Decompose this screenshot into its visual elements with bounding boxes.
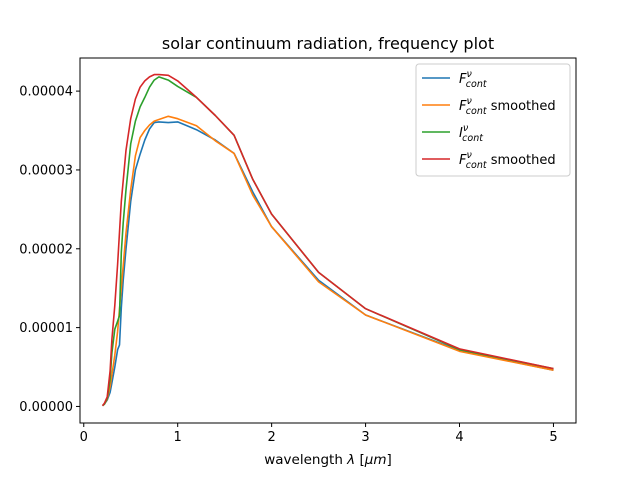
x-tick-label: 3	[361, 430, 369, 445]
x-tick-label: 2	[267, 430, 275, 445]
legend-label: Fν cont smoothed	[459, 150, 556, 171]
x-axis: 0 1 2 3 4 5	[80, 423, 558, 445]
series-line-1	[101, 121, 554, 407]
series-lines	[101, 73, 554, 407]
y-tick-label: 0.00002	[19, 242, 73, 257]
x-tick-label: 1	[174, 430, 182, 445]
series-line-2	[101, 115, 554, 407]
legend: Fν cont Fν cont smoothed Iν cont Fν cont smooth…	[415, 63, 571, 177]
legend-label: Iν cont	[459, 123, 484, 144]
plot-area-frame	[79, 57, 577, 424]
y-tick-label: 0.00001	[19, 321, 73, 336]
x-tick-label: 0	[80, 430, 88, 445]
x-tick-label: 4	[455, 430, 463, 445]
x-axis-label: wavelength λ [μm]	[264, 452, 392, 468]
legend-label: Fν cont smoothed	[459, 96, 556, 117]
y-axis: 0.00000 0.00001 0.00002 0.00003 0.00004	[19, 85, 80, 415]
y-tick-label: 0.00000	[19, 400, 73, 415]
y-tick-label: 0.00004	[19, 85, 73, 100]
legend-label: Fν cont	[459, 69, 488, 90]
chart-title: solar continuum radiation, frequency plo…	[162, 34, 494, 53]
series-line-4	[101, 73, 554, 407]
legend-box	[415, 63, 571, 177]
y-tick-label: 0.00003	[19, 163, 73, 178]
x-tick-label: 5	[549, 430, 557, 445]
